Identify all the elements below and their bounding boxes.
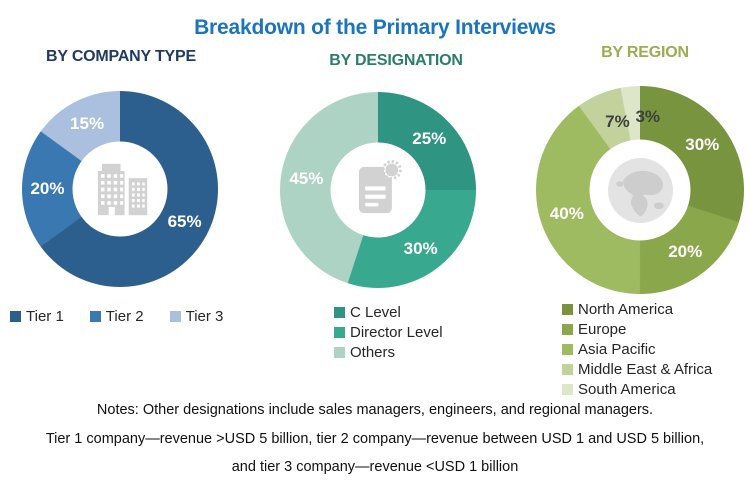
- chart-title-region: BY REGION: [601, 44, 689, 61]
- donut-chart-company-type: [22, 91, 218, 287]
- legend-label: Tier 1: [26, 307, 64, 325]
- legend-label: Tier 2: [105, 307, 144, 325]
- legend-item: Europe: [562, 319, 712, 339]
- footnote-line-3: and tier 3 company—revenue <USD 1 billio…: [231, 459, 519, 475]
- chart-title-company-type: BY COMPANY TYPE: [46, 48, 196, 65]
- legend-swatch: [334, 346, 345, 358]
- legend-swatch: [562, 383, 573, 395]
- certificate-icon: [358, 159, 402, 213]
- slice-value-label: 30%: [685, 134, 720, 154]
- legend-label: Europe: [578, 320, 627, 338]
- donut-hole: [330, 142, 426, 238]
- page-title: Breakdown of the Primary Interviews: [194, 16, 556, 39]
- legend-item: Tier 1: [10, 306, 64, 326]
- legend-swatch: [562, 323, 573, 335]
- legend-label: Asia Pacific: [578, 340, 656, 358]
- legend-label: Tier 3: [185, 307, 224, 325]
- legend-item: Director Level: [334, 322, 443, 342]
- legend-item: Middle East & Africa: [562, 359, 712, 379]
- legend-swatch: [562, 303, 573, 315]
- footnote-line-2: Tier 1 company—revenue >USD 5 billion, t…: [45, 430, 705, 447]
- legend-swatch: [562, 363, 573, 375]
- footnote-line-1: Notes: Other designations include sales …: [96, 402, 654, 418]
- legend-company-type: Tier 1 Tier 2 Tier 3: [10, 306, 223, 326]
- legend-item: North America: [562, 299, 712, 319]
- legend-label: North America: [578, 300, 674, 318]
- legend-label: C Level: [350, 303, 401, 321]
- legend-designation: C Level Director Level Others: [334, 302, 443, 362]
- legend-item: Asia Pacific: [562, 339, 712, 359]
- legend-item: Tier 3: [169, 306, 224, 326]
- legend-swatch: [89, 310, 101, 322]
- slice-value-label: 25%: [412, 128, 447, 148]
- legend-label: Middle East & Africa: [578, 360, 713, 378]
- legend-label: South America: [578, 380, 676, 398]
- donut-chart-region: [536, 86, 744, 294]
- legend-swatch: [562, 343, 573, 355]
- slice-value-label: 20%: [30, 179, 65, 198]
- slice-value-label: 3%: [635, 107, 661, 127]
- slice-value-label: 7%: [605, 112, 630, 132]
- buildings-icon: [97, 163, 147, 215]
- slice-value-label: 65%: [167, 211, 202, 231]
- legend-swatch: [10, 310, 21, 322]
- donut-chart-designation: [280, 92, 476, 288]
- legend-item: South America: [562, 379, 712, 399]
- slice-value-label: 15%: [70, 114, 105, 134]
- slice-value-label: 30%: [403, 238, 438, 258]
- slice-value-label: 45%: [289, 168, 324, 188]
- legend-swatch: [334, 306, 345, 318]
- legend-swatch: [334, 326, 345, 338]
- footnotes: Notes: Other designations include sales …: [0, 396, 750, 482]
- slice-value-label: 20%: [668, 242, 703, 262]
- globe-icon: [607, 157, 673, 223]
- chart-title-designation: BY DESIGNATION: [329, 52, 463, 69]
- legend-item: Tier 2: [89, 306, 144, 326]
- slice-value-label: 40%: [549, 203, 584, 223]
- donut-hole: [589, 139, 691, 241]
- legend-item: C Level: [334, 302, 443, 322]
- legend-region: North America Europe Asia Pacific Middle Ea…: [562, 299, 712, 399]
- legend-label: Others: [350, 343, 396, 361]
- legend-item: Others: [334, 342, 443, 362]
- donut-hole: [72, 141, 168, 237]
- legend-label: Director Level: [350, 323, 443, 341]
- legend-swatch: [169, 310, 181, 322]
